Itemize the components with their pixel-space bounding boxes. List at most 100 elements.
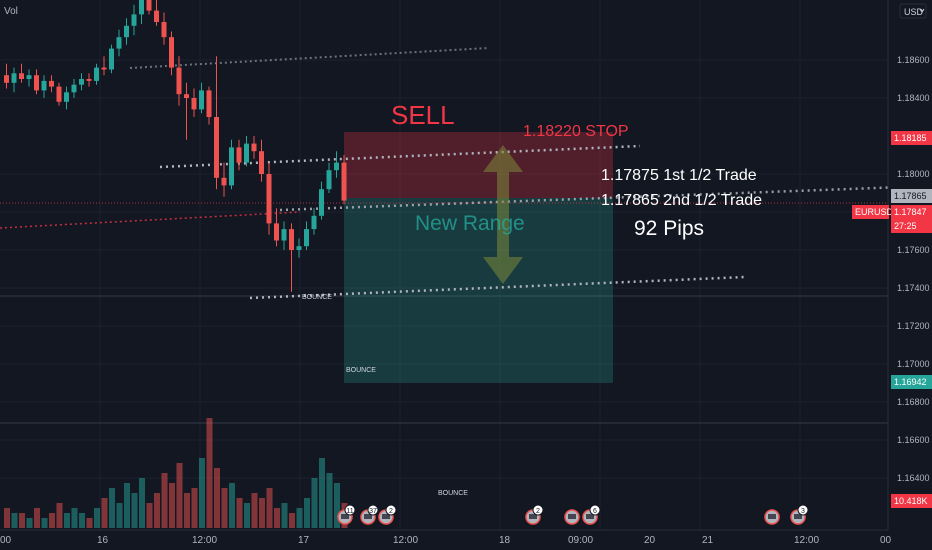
- chevron-down-icon: [919, 8, 925, 13]
- candle-body: [86, 79, 92, 81]
- candle-body: [229, 147, 234, 186]
- candle-body: [296, 246, 302, 250]
- event-badge-count: 11: [346, 508, 353, 515]
- candle-body: [19, 73, 24, 79]
- currency-label: USD: [904, 7, 924, 17]
- volume-bar: [139, 478, 145, 528]
- volume-bar: [236, 498, 243, 528]
- range-arrow: [483, 145, 523, 284]
- price-tick: 1.18400: [897, 93, 930, 103]
- event-badge[interactable]: 2: [525, 504, 544, 525]
- price-label-text: 1.17847: [894, 207, 927, 217]
- candle-body: [289, 229, 294, 250]
- candle-body: [244, 143, 249, 163]
- candle-body: [11, 73, 17, 83]
- event-badge[interactable]: [764, 509, 780, 525]
- price-tick: 1.18600: [897, 55, 930, 65]
- volume-bar: [79, 513, 85, 528]
- volume-bar: [214, 468, 220, 528]
- candle-body: [26, 75, 32, 79]
- event-badge[interactable]: 11: [337, 504, 356, 525]
- volume-bar: [334, 483, 340, 528]
- range-label: New Range: [415, 212, 525, 235]
- candle-body: [184, 94, 189, 98]
- candle-body: [274, 223, 279, 241]
- candle-body: [334, 162, 339, 171]
- volume-bar: [229, 483, 235, 528]
- candle-body: [131, 14, 137, 26]
- candle-body: [94, 67, 99, 81]
- volume-bar: [109, 488, 115, 528]
- event-badge[interactable]: 37: [360, 504, 379, 525]
- price-label-badge: [891, 205, 932, 219]
- price-tick: 1.16800: [897, 397, 930, 407]
- candle-body: [139, 0, 144, 15]
- event-badge[interactable]: 6: [582, 504, 601, 525]
- volume-bars: [4, 418, 348, 528]
- price-label-badge: [891, 219, 932, 233]
- event-badge-count: 6: [593, 508, 597, 515]
- candle-body: [146, 0, 152, 11]
- event-badge-count: 2: [536, 508, 540, 515]
- price-candles: [4, 0, 347, 292]
- candle-body: [236, 147, 242, 163]
- volume-bar: [251, 493, 258, 528]
- candle-body: [214, 117, 219, 178]
- event-badges[interactable]: 11 37 2 2 6 3: [337, 504, 809, 525]
- volume-bar: [311, 478, 318, 528]
- trend-lines: [0, 47, 931, 300]
- event-badge[interactable]: 3: [790, 504, 809, 525]
- volume-bar: [41, 518, 48, 528]
- time-tick: 17: [298, 535, 310, 546]
- resistance-trendline: [159, 144, 641, 169]
- volume-bar: [191, 488, 198, 528]
- currency-selector[interactable]: USD: [899, 3, 927, 19]
- volume-bar: [64, 513, 70, 528]
- event-badge-count: 2: [389, 508, 393, 515]
- volume-bar: [176, 463, 183, 528]
- volume-bar: [326, 473, 333, 528]
- volume-bar: [206, 418, 213, 528]
- bounce-label-3: BOUNCE: [438, 490, 468, 497]
- candle-body: [281, 229, 287, 241]
- bounce-label-1: BOUNCE: [302, 294, 332, 301]
- target-zone[interactable]: [344, 198, 613, 383]
- candle-body: [341, 162, 347, 201]
- candle-body: [154, 10, 159, 22]
- volume-bar: [19, 513, 25, 528]
- sell-label: SELL: [391, 100, 455, 130]
- candle-body: [176, 67, 182, 95]
- volume-bar: [296, 508, 303, 528]
- event-badge[interactable]: [564, 509, 580, 525]
- volume-bar: [184, 493, 190, 528]
- volume-bar: [281, 503, 288, 528]
- price-label-text: 10.418K: [894, 496, 928, 506]
- price-label-text: 1.16942: [894, 377, 927, 387]
- price-label-text: EURUSD: [855, 207, 894, 217]
- price-axis[interactable]: 1.186001.184001.180001.178001.176001.174…: [852, 0, 932, 530]
- candle-body: [161, 22, 167, 38]
- volume-label: Vol: [4, 6, 18, 17]
- price-label-badge: [891, 375, 932, 389]
- event-badge-count: 37: [369, 508, 377, 515]
- price-label-badge: [891, 494, 932, 508]
- time-axis[interactable]: 00 16 12:00 17 12:00 18 09:00 20 21 12:00 00: [0, 529, 932, 550]
- candle-body: [311, 215, 317, 230]
- volume-bar: [221, 488, 228, 528]
- candle-body: [221, 177, 227, 186]
- candle-body: [124, 25, 129, 38]
- stop-label: 1.18220 STOP: [523, 123, 629, 140]
- stop-zone[interactable]: [344, 132, 613, 198]
- volume-bar: [11, 513, 18, 528]
- event-badge[interactable]: 2: [378, 504, 397, 525]
- volume-bar: [274, 508, 280, 528]
- time-tick: 00: [880, 535, 892, 546]
- candle-body: [319, 189, 324, 216]
- grid-lines: [0, 0, 888, 530]
- volume-bar: [49, 513, 55, 528]
- candle-body: [79, 79, 84, 85]
- volume-bar: [266, 488, 273, 528]
- candle-body: [259, 151, 264, 174]
- candle-body: [101, 67, 107, 70]
